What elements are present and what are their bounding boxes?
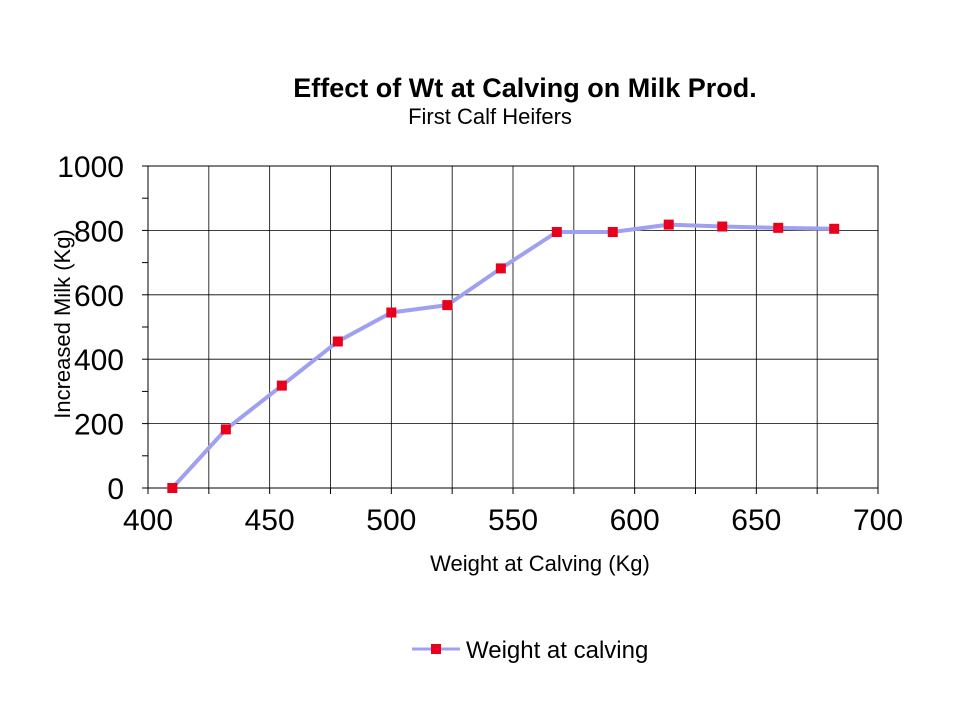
data-point	[607, 227, 618, 238]
tick-labels: 400 450 500 550 600 650 700 0 200 400 600 800 1000	[57, 151, 903, 537]
data-point	[773, 222, 784, 233]
y-tick-label: 800	[74, 215, 124, 248]
data-point	[276, 380, 287, 391]
y-tick-label: 200	[74, 409, 124, 442]
data-point	[167, 483, 178, 493]
data-point	[829, 223, 840, 234]
legend: Weight at calving	[412, 637, 648, 664]
data-point	[717, 221, 728, 232]
y-tick-label: 0	[107, 473, 124, 506]
data-point	[442, 300, 453, 311]
series-weight-at-calving	[167, 219, 840, 493]
y-axis-label: Increased Milk (Kg)	[50, 229, 75, 419]
chart-subtitle: First Calf Heifers	[408, 104, 572, 129]
x-tick-label: 400	[123, 504, 173, 537]
x-tick-label: 550	[488, 504, 538, 537]
y-tick-label: 1000	[57, 151, 124, 184]
x-tick-label: 600	[610, 504, 660, 537]
legend-label: Weight at calving	[466, 637, 648, 664]
x-tick-label: 700	[853, 504, 903, 537]
data-point	[663, 219, 674, 230]
x-tick-label: 650	[731, 504, 781, 537]
data-point	[332, 336, 343, 347]
chart-title: Effect of Wt at Calving on Milk Prod.	[293, 73, 757, 103]
y-tick-label: 600	[74, 280, 124, 313]
y-tick-label: 400	[74, 344, 124, 377]
gridlines	[148, 166, 878, 488]
legend-marker-swatch	[431, 644, 441, 654]
x-axis-label: Weight at Calving (Kg)	[430, 551, 650, 576]
data-point	[495, 263, 506, 274]
data-point	[551, 227, 562, 238]
data-point	[386, 307, 397, 318]
data-point	[220, 424, 231, 435]
x-tick-label: 450	[245, 504, 295, 537]
axes	[142, 165, 879, 494]
x-tick-label: 500	[366, 504, 416, 537]
